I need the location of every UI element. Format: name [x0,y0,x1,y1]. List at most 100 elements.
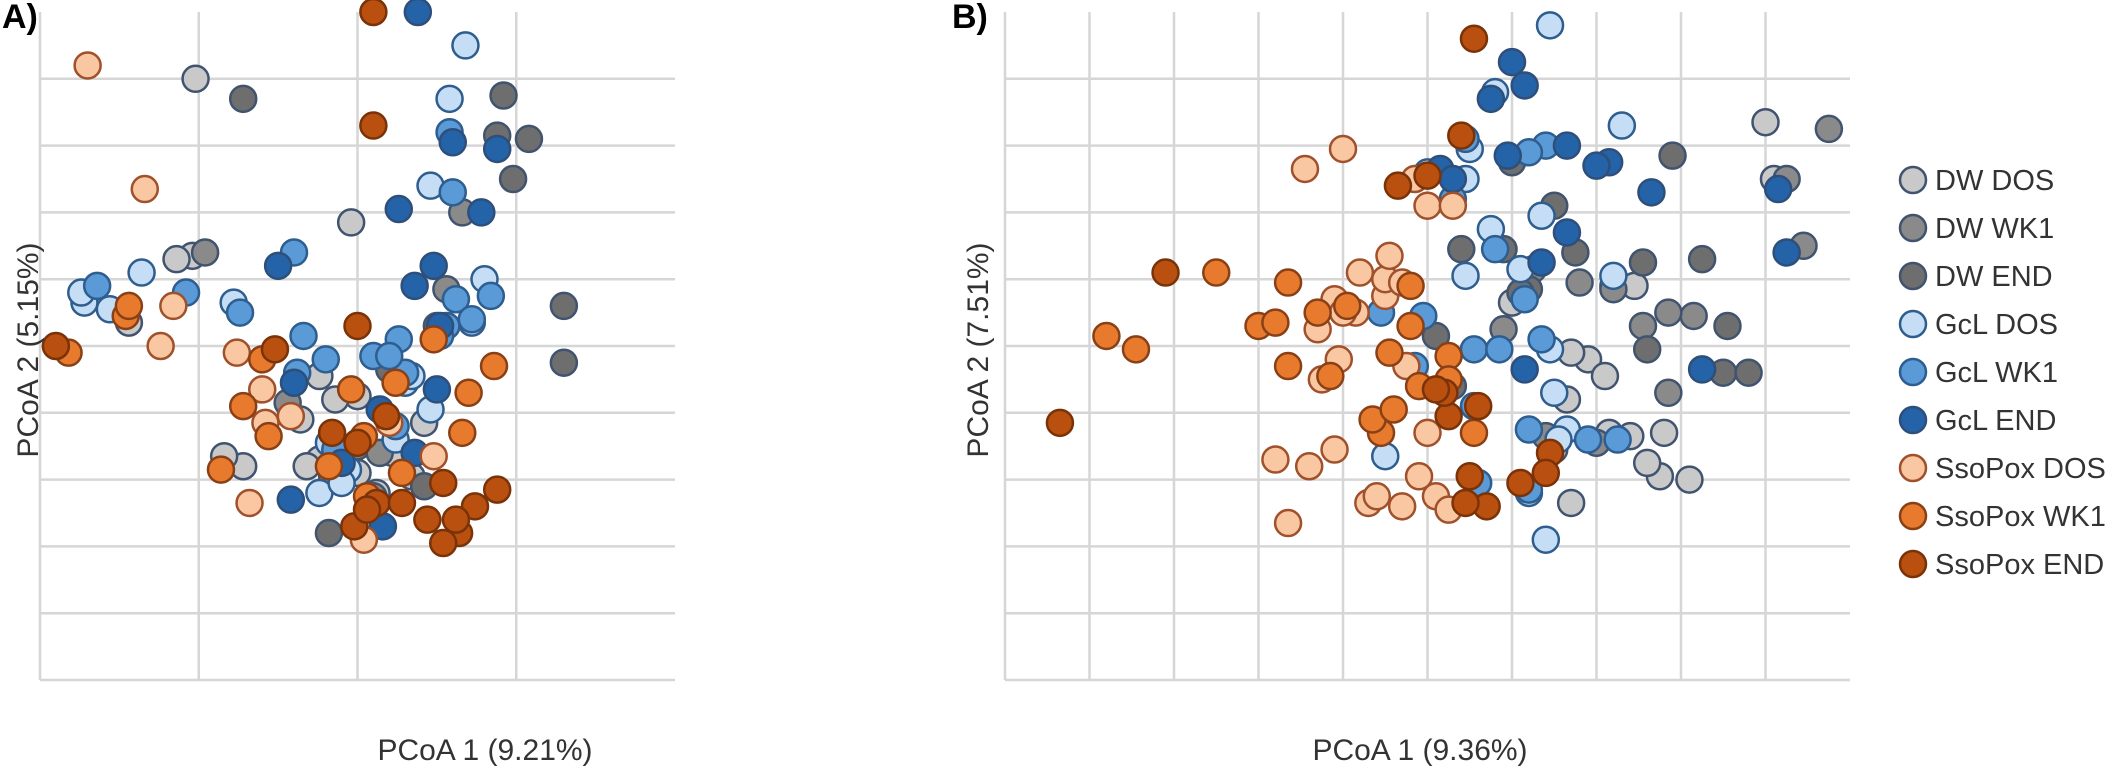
point-gcl-end [482,134,512,164]
point-gcl-end [1493,141,1523,170]
point-ssopox-dos [1345,258,1375,287]
point-gcl-wk1 [1514,415,1544,444]
legend-label-gcl-dos: GcL DOS [1935,309,2058,341]
point-ssopox-end [41,331,71,361]
point-gcl-end [1582,151,1611,180]
point-ssopox-dos [222,338,252,367]
point-ssopox-wk1 [1316,361,1345,391]
point-dw-end [314,518,344,548]
point-gcl-wk1 [476,281,506,311]
point-dw-wk1 [1679,301,1708,331]
point-gcl-end [1687,355,1717,384]
point-gcl-end [403,0,433,27]
point-ssopox-wk1 [1379,395,1408,424]
point-ssopox-end [343,311,372,341]
point-gcl-wk1 [311,345,340,374]
point-gcl-end [1552,218,1582,247]
point-dw-dos [1649,418,1679,448]
point-gcl-end [1438,164,1468,194]
point-ssopox-dos [1261,445,1290,474]
point-dw-dos [1556,488,1586,518]
point-ssopox-wk1 [454,378,483,408]
point-gcl-dos [1527,201,1556,230]
point-dw-end [1632,335,1662,364]
point-gcl-dos [1535,11,1565,40]
legend-marker-gcl-dos [1898,309,1928,339]
point-dw-wk1 [1814,114,1844,144]
point-ssopox-end [359,0,388,27]
panel-b-x-axis-title: PCoA 1 (9.36%) [1312,734,1527,767]
point-ssopox-end [413,505,442,534]
legend-label-gcl-end: GcL END [1935,405,2056,437]
point-dw-wk1 [1565,268,1594,297]
point-ssopox-dos [1273,508,1303,538]
point-dw-wk1 [1654,378,1683,408]
point-gcl-end [1637,178,1666,207]
point-dw-end [489,81,518,110]
point-ssopox-wk1 [336,375,366,404]
point-dw-dos [1675,465,1704,494]
point-ssopox-wk1 [1434,341,1463,371]
point-ssopox-dos [235,488,264,518]
point-ssopox-end [317,418,347,448]
panel-b-y-axis-title: PCoA 2 (7.51%) [962,242,995,457]
point-ssopox-wk1 [206,455,236,484]
point-gcl-end [263,251,293,281]
point-dw-end [1658,141,1687,170]
point-gcl-wk1 [375,341,404,371]
point-gcl-end [1476,84,1506,114]
point-ssopox-end [387,488,417,518]
legend-label-dw-dos: DW DOS [1935,165,2054,197]
point-ssopox-end [1459,24,1489,53]
point-gcl-wk1 [1459,335,1489,364]
point-gcl-wk1 [1480,234,1510,264]
point-ssopox-dos [73,51,102,80]
panel-b-chart: B) PCoA 1 (9.36%) PCoA 2 (7.51%) [952,0,1850,767]
point-dw-end [498,164,528,194]
legend-marker-gcl-end [1898,405,1928,435]
point-gcl-wk1 [441,284,471,314]
legend: DW DOS DW WK1 DW END GcL DOS GcL WK1 GcL END S… [1898,165,2106,581]
point-dw-dos [1590,361,1620,391]
panel-a-x-axis-title: PCoA 1 (9.21%) [377,734,592,767]
point-ssopox-wk1 [1396,271,1425,301]
point-ssopox-dos [1375,241,1404,271]
point-ssopox-wk1 [1375,338,1404,367]
point-gcl-end [467,198,496,227]
point-ssopox-wk1 [314,451,344,481]
point-ssopox-wk1 [1396,311,1425,341]
point-dw-wk1 [1628,311,1658,341]
legend-label-ssopox-end: SsoPox END [1935,549,2104,581]
point-gcl-dos [127,258,156,287]
point-ssopox-end [1421,375,1451,404]
point-gcl-end [1772,238,1801,267]
point-gcl-wk1 [1527,325,1556,354]
point-gcl-end [279,368,309,397]
point-gcl-wk1 [82,271,112,301]
point-dw-wk1 [1654,298,1683,327]
point-ssopox-end [352,495,382,524]
point-ssopox-end [428,528,458,558]
legend-label-gcl-wk1: GcL WK1 [1935,357,2058,389]
panel-a-label: A) [2,0,38,36]
point-dw-end [228,84,258,114]
point-dw-end [514,124,544,154]
panel-a-chart: A) PCoA 1 (9.21%) PCoA 2 (5.15%) [2,0,675,767]
point-ssopox-wk1 [1332,291,1362,321]
point-gcl-wk1 [225,298,255,327]
point-gcl-end [1510,71,1539,100]
point-ssopox-end [1413,161,1442,190]
legend-marker-gcl-wk1 [1898,357,1928,387]
legend-marker-dw-wk1 [1898,213,1928,243]
point-ssopox-end [260,335,290,364]
point-ssopox-wk1 [228,391,258,421]
point-gcl-end [419,251,448,281]
point-ssopox-wk1 [1261,308,1290,337]
point-gcl-dos [1540,378,1569,408]
point-gcl-end [276,485,306,514]
point-ssopox-end [1383,171,1413,200]
point-ssopox-dos [1387,492,1417,521]
point-ssopox-wk1 [387,458,417,488]
point-dw-end [1421,321,1451,351]
point-gcl-wk1 [438,178,467,207]
